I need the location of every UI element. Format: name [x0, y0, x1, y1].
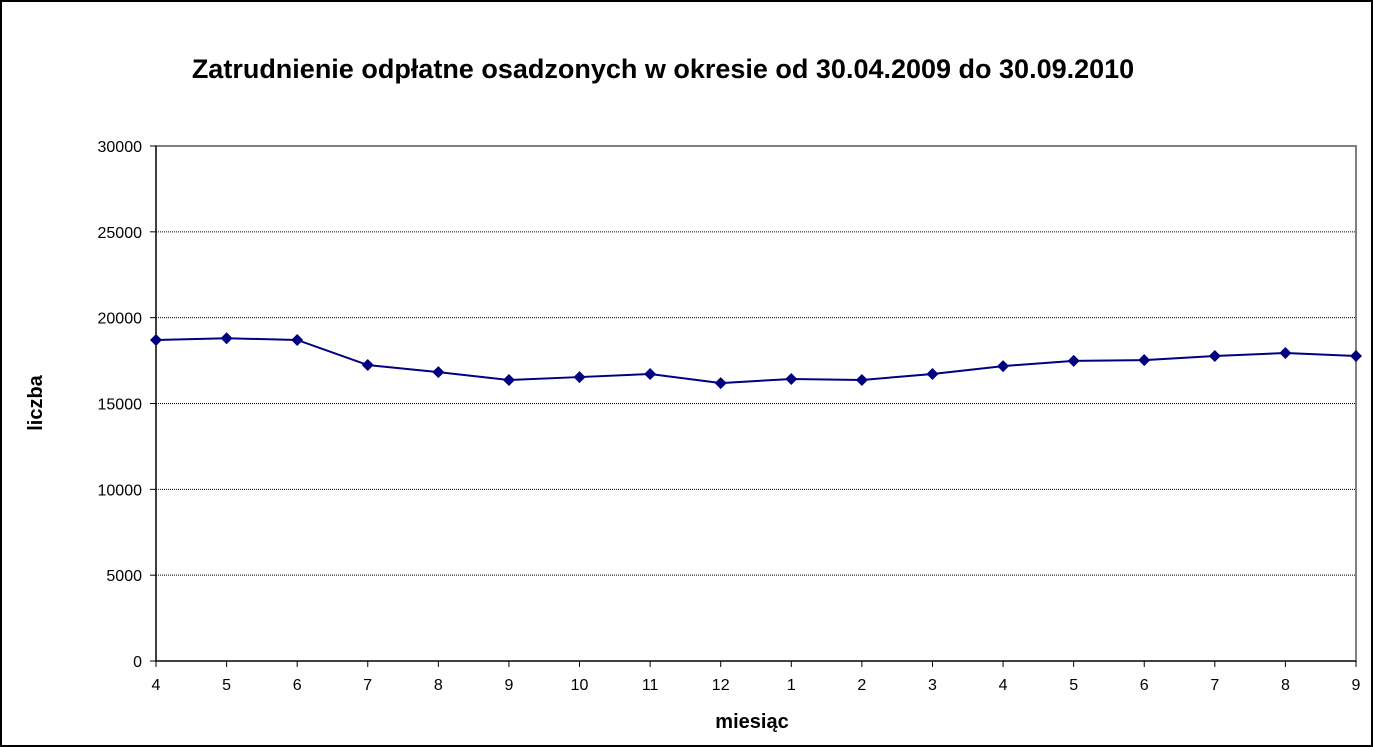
marker [1138, 354, 1151, 367]
y-axis-label: liczba [25, 374, 47, 430]
y-tick-label: 15000 [98, 397, 143, 414]
x-tick-label: 10 [571, 677, 589, 694]
marker [997, 360, 1010, 373]
chart-title: Zatrudnienie odpłatne osadzonych w okres… [191, 54, 1135, 84]
marker [502, 373, 515, 386]
x-tick-label: 5 [222, 677, 231, 694]
x-tick-label: 6 [1140, 677, 1149, 694]
x-tick-label: 7 [1210, 677, 1219, 694]
y-tick-label: 25000 [98, 225, 143, 242]
marker [220, 332, 233, 345]
marker [291, 333, 304, 346]
x-tick-label: 8 [1281, 677, 1290, 694]
x-tick-label: 9 [1352, 677, 1361, 694]
x-tick-label: 5 [1069, 677, 1078, 694]
y-tick-label: 20000 [98, 311, 143, 328]
marker [1067, 354, 1080, 367]
marker [150, 333, 162, 346]
marker [714, 377, 727, 390]
marker [1279, 347, 1292, 360]
marker [1208, 349, 1221, 362]
x-tick-label: 2 [857, 677, 866, 694]
marker [1350, 349, 1362, 362]
y-tick-label: 10000 [98, 482, 143, 499]
marker [573, 371, 586, 384]
y-tick-label: 0 [133, 654, 142, 671]
marker [785, 372, 798, 385]
x-tick-label: 11 [642, 677, 659, 694]
marker [926, 367, 939, 380]
marker [432, 366, 445, 379]
marker [644, 367, 657, 380]
x-tick-label: 9 [504, 677, 513, 694]
x-tick-label: 1 [787, 677, 796, 694]
x-tick-label: 12 [712, 677, 730, 694]
line [155, 337, 1357, 385]
x-tick-label: 6 [293, 677, 302, 694]
x-tick-label: 4 [999, 677, 1008, 694]
y-tick-label: 30000 [98, 139, 143, 156]
y-tick-label: 5000 [106, 568, 142, 585]
x-tick-label: 7 [363, 677, 372, 694]
x-tick-label: 4 [152, 677, 161, 694]
marker [361, 359, 374, 372]
marker [855, 373, 868, 386]
x-tick-label: 3 [928, 677, 937, 694]
x-axis-label: miesiąc [715, 711, 788, 733]
x-tick-label: 8 [434, 677, 443, 694]
